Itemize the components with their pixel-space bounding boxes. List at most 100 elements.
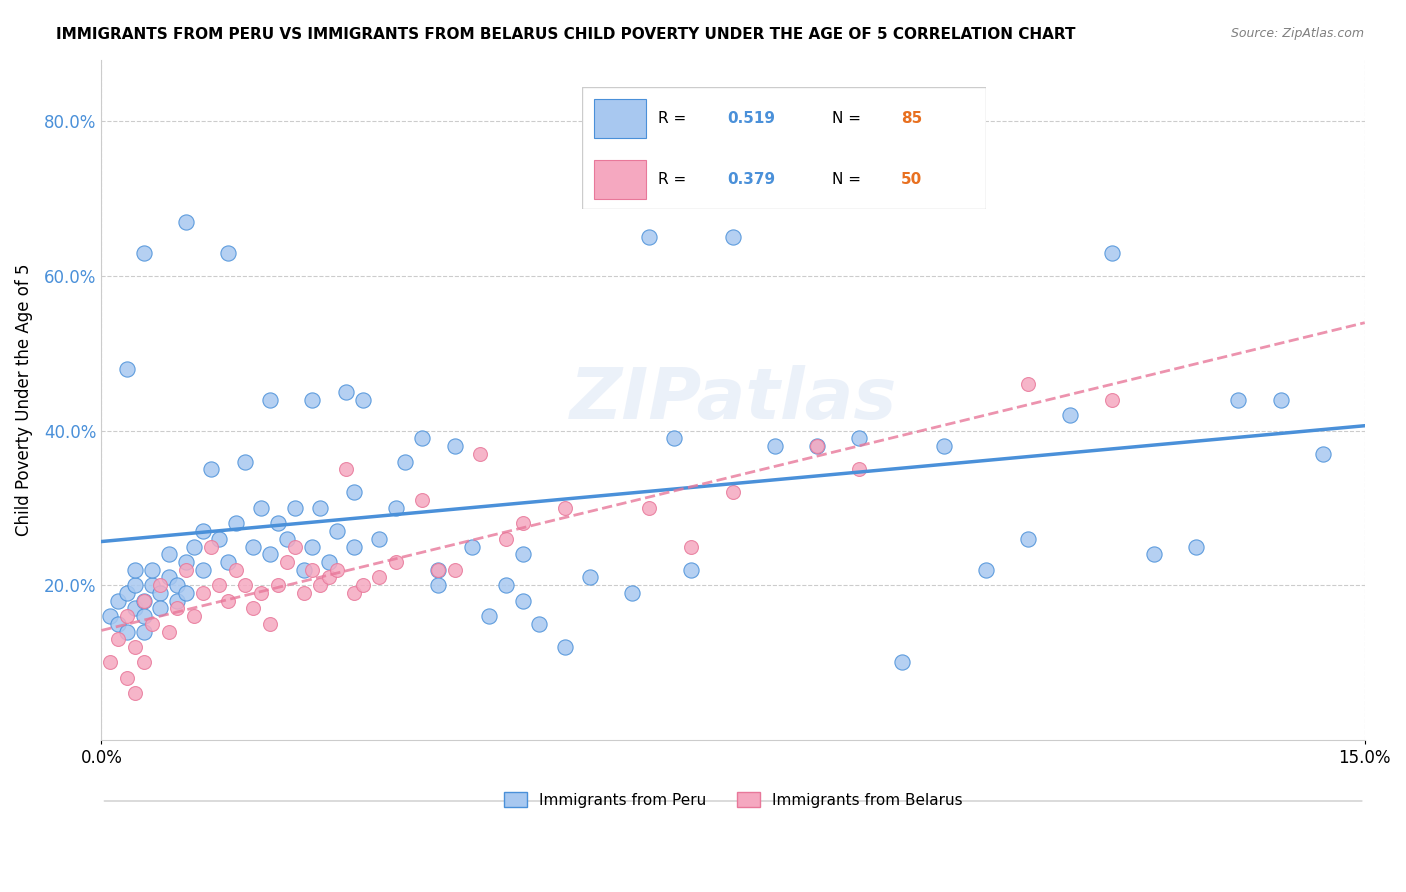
Point	[721, 230, 744, 244]
Point	[242, 540, 264, 554]
Point	[1101, 392, 1123, 407]
Point	[478, 609, 501, 624]
Point	[343, 485, 366, 500]
Point	[806, 439, 828, 453]
Point	[411, 431, 433, 445]
Point	[368, 532, 391, 546]
Point	[141, 578, 163, 592]
Point	[98, 609, 121, 624]
Point	[166, 578, 188, 592]
Point	[183, 609, 205, 624]
Point	[1059, 408, 1081, 422]
Point	[394, 454, 416, 468]
Point	[166, 601, 188, 615]
Point	[276, 555, 298, 569]
Point	[259, 392, 281, 407]
Point	[217, 555, 239, 569]
Point	[1017, 377, 1039, 392]
Point	[932, 439, 955, 453]
Point	[495, 532, 517, 546]
Point	[115, 609, 138, 624]
Point	[284, 540, 307, 554]
Point	[208, 532, 231, 546]
Point	[132, 245, 155, 260]
Legend: Immigrants from Peru, Immigrants from Belarus: Immigrants from Peru, Immigrants from Be…	[498, 786, 969, 814]
Point	[149, 578, 172, 592]
Point	[132, 593, 155, 607]
Point	[132, 609, 155, 624]
Point	[470, 447, 492, 461]
Point	[529, 616, 551, 631]
Point	[124, 578, 146, 592]
Point	[233, 454, 256, 468]
Point	[98, 656, 121, 670]
Point	[444, 439, 467, 453]
Point	[318, 570, 340, 584]
Point	[107, 616, 129, 631]
Point	[318, 555, 340, 569]
Point	[115, 671, 138, 685]
Point	[267, 516, 290, 531]
Point	[267, 578, 290, 592]
Point	[309, 578, 332, 592]
Point	[217, 245, 239, 260]
Point	[149, 586, 172, 600]
Point	[554, 500, 576, 515]
Point	[579, 570, 602, 584]
Point	[427, 563, 450, 577]
Point	[512, 547, 534, 561]
Point	[191, 586, 214, 600]
Text: Source: ZipAtlas.com: Source: ZipAtlas.com	[1230, 27, 1364, 40]
Point	[461, 540, 484, 554]
Point	[495, 578, 517, 592]
Point	[679, 563, 702, 577]
Point	[1017, 532, 1039, 546]
Point	[335, 462, 357, 476]
Point	[292, 586, 315, 600]
Point	[554, 640, 576, 654]
Point	[326, 563, 349, 577]
Point	[225, 516, 247, 531]
Point	[512, 593, 534, 607]
Point	[242, 601, 264, 615]
Point	[1101, 245, 1123, 260]
Point	[335, 384, 357, 399]
Point	[183, 540, 205, 554]
Point	[132, 624, 155, 639]
Point	[208, 578, 231, 592]
Point	[191, 524, 214, 538]
Point	[141, 616, 163, 631]
Point	[225, 563, 247, 577]
Point	[250, 586, 273, 600]
Point	[343, 540, 366, 554]
Point	[132, 593, 155, 607]
Point	[115, 624, 138, 639]
Point	[233, 578, 256, 592]
Point	[596, 184, 619, 198]
Point	[217, 593, 239, 607]
Point	[621, 586, 644, 600]
Point	[638, 500, 661, 515]
Point	[132, 656, 155, 670]
Point	[301, 563, 323, 577]
Point	[662, 431, 685, 445]
Point	[512, 516, 534, 531]
Point	[411, 493, 433, 508]
Point	[352, 392, 374, 407]
Point	[385, 500, 408, 515]
Point	[1270, 392, 1292, 407]
Point	[301, 540, 323, 554]
Point	[343, 586, 366, 600]
Point	[444, 563, 467, 577]
Point	[174, 215, 197, 229]
Point	[679, 540, 702, 554]
Point	[174, 555, 197, 569]
Point	[721, 485, 744, 500]
Text: ZIPatlas: ZIPatlas	[569, 365, 897, 434]
Point	[763, 439, 786, 453]
Point	[141, 563, 163, 577]
Point	[848, 431, 870, 445]
Point	[149, 601, 172, 615]
Point	[974, 563, 997, 577]
Text: IMMIGRANTS FROM PERU VS IMMIGRANTS FROM BELARUS CHILD POVERTY UNDER THE AGE OF 5: IMMIGRANTS FROM PERU VS IMMIGRANTS FROM …	[56, 27, 1076, 42]
